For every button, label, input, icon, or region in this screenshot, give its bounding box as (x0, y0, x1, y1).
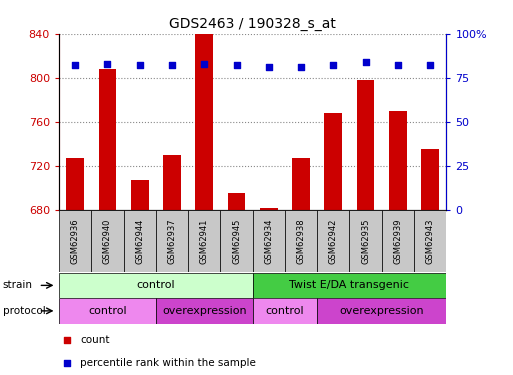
Point (362, 59, 370, 65)
Bar (98, 69, 116, 210)
Text: overexpression: overexpression (162, 306, 247, 316)
Text: overexpression: overexpression (340, 306, 424, 316)
Text: GSM62936: GSM62936 (71, 218, 80, 264)
Bar (163, 155, 181, 210)
Bar (382, 210, 414, 272)
Bar (221, 210, 252, 272)
Text: GSM62945: GSM62945 (232, 218, 241, 264)
Text: GSM62935: GSM62935 (361, 218, 370, 264)
Point (426, 63, 435, 69)
Point (394, 63, 402, 69)
Bar (324, 113, 342, 210)
Bar (156, 298, 252, 324)
Bar (292, 158, 310, 210)
Text: percentile rank within the sample: percentile rank within the sample (81, 358, 256, 368)
Bar (252, 298, 317, 324)
Text: control: control (136, 280, 175, 290)
Bar (260, 208, 278, 210)
Bar (156, 210, 188, 272)
Text: GSM62942: GSM62942 (329, 218, 338, 264)
Point (168, 63, 176, 69)
Bar (188, 210, 221, 272)
Bar (131, 180, 149, 210)
Text: GSM62934: GSM62934 (264, 218, 273, 264)
Text: GSM62940: GSM62940 (103, 218, 112, 264)
Point (135, 63, 144, 69)
Point (71, 63, 79, 69)
Bar (389, 111, 407, 210)
Point (297, 64, 305, 70)
Bar (195, 34, 213, 210)
Bar (317, 210, 349, 272)
Bar (317, 298, 446, 324)
Bar (124, 210, 156, 272)
Point (63, 338, 71, 344)
Text: GSM62941: GSM62941 (200, 218, 209, 264)
Text: strain: strain (3, 280, 32, 290)
Text: control: control (266, 306, 304, 316)
Bar (357, 80, 374, 210)
Point (232, 63, 241, 69)
Text: Twist E/DA transgenic: Twist E/DA transgenic (289, 280, 409, 290)
Bar (66, 158, 84, 210)
Bar (252, 210, 285, 272)
Text: control: control (88, 306, 127, 316)
Bar (59, 210, 91, 272)
Point (63, 360, 71, 366)
Text: GSM62944: GSM62944 (135, 218, 144, 264)
Bar (349, 210, 382, 272)
Text: protocol: protocol (3, 306, 45, 316)
Bar (252, 273, 446, 298)
Text: GSM62943: GSM62943 (426, 218, 435, 264)
Text: GSM62937: GSM62937 (167, 218, 176, 264)
Text: GSM62938: GSM62938 (297, 218, 306, 264)
Bar (414, 210, 446, 272)
Title: GDS2463 / 190328_s_at: GDS2463 / 190328_s_at (169, 17, 336, 32)
Bar (59, 273, 252, 298)
Point (200, 61, 208, 67)
Bar (91, 210, 124, 272)
Point (265, 64, 273, 70)
Text: count: count (81, 335, 110, 345)
Point (103, 61, 111, 67)
Text: GSM62939: GSM62939 (393, 218, 402, 264)
Bar (285, 210, 317, 272)
Bar (59, 298, 156, 324)
Bar (421, 149, 439, 210)
Point (329, 63, 338, 69)
Bar (228, 194, 245, 210)
